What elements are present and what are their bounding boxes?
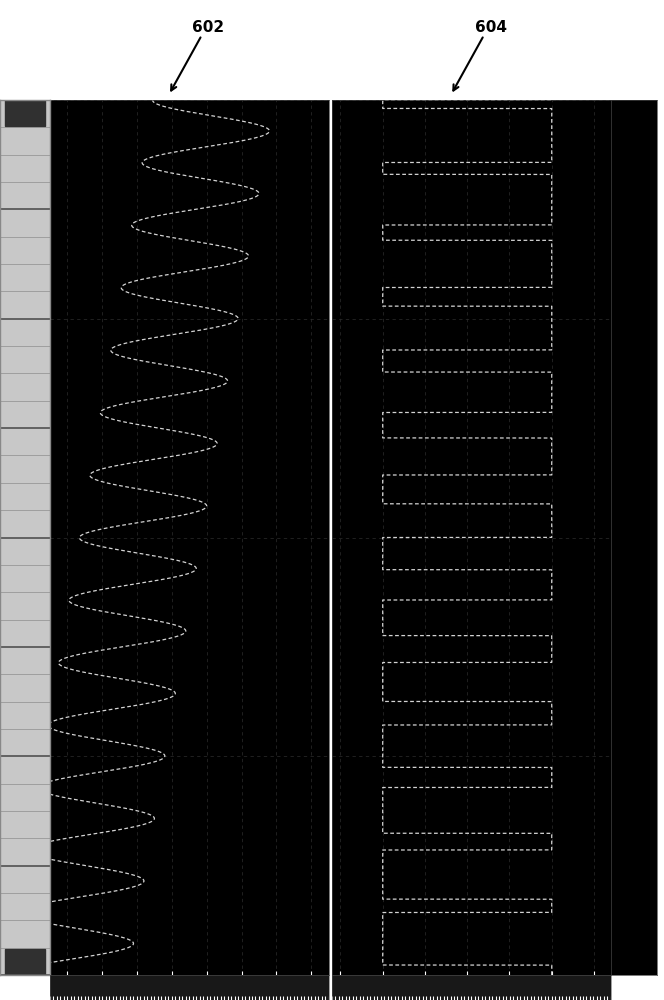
Text: 604: 604 [475,20,507,35]
X-axis label: V (V): V (V) [177,996,201,1000]
Bar [5,100,45,126]
Text: 602: 602 [193,20,224,35]
Bar [5,949,45,975]
